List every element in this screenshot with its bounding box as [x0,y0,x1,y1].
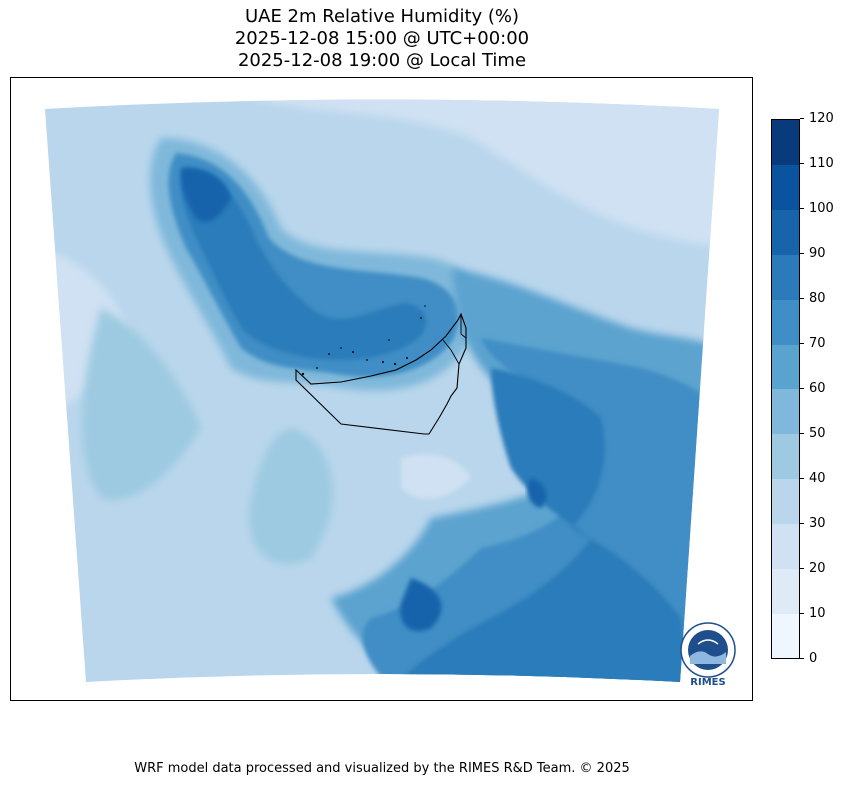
colorbar-segment [772,299,799,345]
colorbar-segment [772,389,799,435]
rimes-logo: RIMES [678,620,738,690]
emirate-borders [442,314,467,365]
colorbar-segment [772,523,799,569]
colorbar-segment [772,613,799,659]
title-line-utc-time: 2025-12-08 15:00 @ UTC+00:00 [234,28,530,49]
map-title: UAE 2m Relative Humidity (%) 2025-12-08 … [0,6,764,72]
humidity-field [45,99,719,682]
colorbar-segment [772,120,799,166]
humidity-map [45,99,719,682]
colorbar-segment [772,164,799,211]
colorbar [771,119,800,659]
rimes-emblem-icon [680,622,736,678]
colorbar-segment [772,568,799,614]
colorbar-segment [772,478,799,524]
title-line-local-time: 2025-12-08 19:00 @ Local Time [237,50,527,71]
logo-text: RIMES [690,677,726,688]
map-panel [10,77,753,701]
colorbar-segment [772,433,799,480]
colorbar-ticks: 0 10 20 30 40 50 60 70 80 90 100 110 120 [800,111,834,666]
uae-islands [301,305,426,376]
colorbar-segment [772,254,799,300]
title-line-variable: UAE 2m Relative Humidity (%) [244,6,520,27]
colorbar-segment [772,344,799,390]
footer-credit: WRF model data processed and visualized … [134,761,630,776]
colorbar-segment [772,209,799,255]
